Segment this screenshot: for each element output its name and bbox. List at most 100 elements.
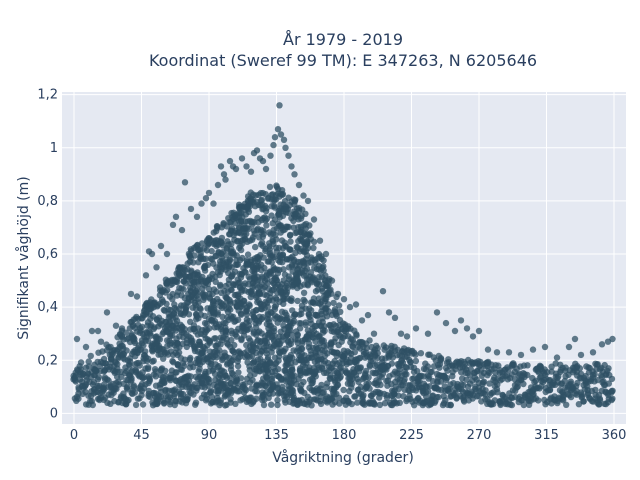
chart-title-line1: År 1979 - 2019 <box>283 30 403 49</box>
data-point <box>163 300 170 308</box>
data-point <box>310 295 318 302</box>
data-point <box>561 377 568 385</box>
data-point <box>222 176 229 183</box>
data-point <box>310 216 318 223</box>
data-point <box>145 364 152 371</box>
data-point <box>290 317 298 325</box>
data-point <box>196 304 204 312</box>
data-point <box>276 102 283 109</box>
x-tick-label: 225 <box>399 428 424 443</box>
data-point <box>213 223 221 230</box>
data-point <box>403 333 411 340</box>
data-point <box>132 401 140 409</box>
data-point <box>235 348 243 355</box>
data-point <box>195 368 202 375</box>
data-point <box>312 311 319 319</box>
data-point <box>609 395 616 402</box>
data-point <box>609 335 616 343</box>
data-point <box>268 401 275 408</box>
data-point <box>157 242 165 250</box>
data-point <box>269 390 276 397</box>
data-point <box>377 381 384 389</box>
data-point <box>274 126 282 133</box>
x-tick-label: 180 <box>332 428 357 443</box>
data-point <box>156 393 163 400</box>
data-point <box>125 396 132 404</box>
data-point <box>358 317 366 324</box>
data-point <box>244 251 252 258</box>
data-point <box>320 257 327 264</box>
data-point <box>300 296 307 303</box>
data-point <box>336 365 343 372</box>
data-point <box>181 356 189 363</box>
data-point <box>205 285 213 293</box>
data-point <box>179 390 187 398</box>
data-point <box>302 210 309 217</box>
data-point <box>264 303 271 311</box>
data-point <box>306 222 313 229</box>
data-point <box>227 306 234 313</box>
data-point <box>142 348 149 355</box>
data-point <box>337 308 344 315</box>
data-point <box>281 309 289 316</box>
data-point <box>171 301 178 308</box>
data-point <box>211 317 219 325</box>
data-point <box>517 351 525 359</box>
data-point <box>214 181 222 189</box>
data-point <box>310 238 318 245</box>
data-point <box>574 379 581 387</box>
data-point <box>139 374 147 382</box>
data-point <box>508 401 516 409</box>
data-point <box>94 376 102 383</box>
data-point <box>258 196 266 204</box>
data-point <box>187 205 195 213</box>
data-point <box>220 302 228 309</box>
data-point <box>335 302 343 309</box>
data-point <box>220 171 228 178</box>
data-point <box>187 334 195 342</box>
data-point <box>191 252 198 259</box>
data-point <box>147 332 154 339</box>
data-point <box>77 359 85 366</box>
data-point <box>484 346 492 353</box>
data-point <box>295 181 303 189</box>
data-point <box>271 332 278 339</box>
data-point <box>463 325 471 332</box>
data-point <box>411 349 418 356</box>
chart-title-line2: Koordinat (Sweref 99 TM): E 347263, N 62… <box>149 51 537 70</box>
data-point <box>596 401 603 408</box>
data-point <box>279 259 286 266</box>
data-point <box>271 134 279 141</box>
data-point <box>336 374 343 382</box>
data-point <box>596 395 603 402</box>
data-point <box>245 335 253 342</box>
data-point <box>139 401 147 408</box>
data-point <box>406 392 413 399</box>
data-point <box>175 349 183 356</box>
data-point <box>560 397 567 404</box>
data-point <box>138 391 145 399</box>
data-point <box>269 254 276 261</box>
data-point <box>279 251 287 258</box>
data-point <box>104 376 111 383</box>
data-point <box>529 346 537 353</box>
x-tick-labels: 0 45 90 135 180 225 270 315 360 <box>70 428 627 443</box>
data-point <box>328 277 336 284</box>
data-point <box>480 390 487 397</box>
y-axis-title: Signifikant våghöjd (m) <box>15 176 32 339</box>
data-point <box>493 385 501 393</box>
data-point <box>234 379 241 387</box>
data-point <box>286 246 293 253</box>
data-point <box>576 365 584 372</box>
data-point <box>401 376 408 383</box>
data-point <box>280 266 287 273</box>
data-point <box>249 376 256 384</box>
data-point <box>185 311 193 318</box>
data-point <box>435 393 442 401</box>
data-point <box>202 195 210 202</box>
x-tick-label: 270 <box>467 428 492 443</box>
data-point <box>233 333 240 340</box>
data-point <box>362 367 370 375</box>
data-point <box>265 394 272 401</box>
